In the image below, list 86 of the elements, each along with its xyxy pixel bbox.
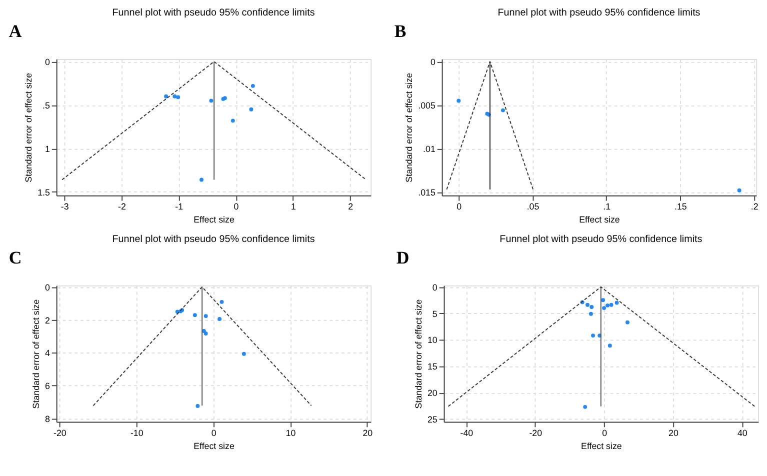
point bbox=[176, 95, 180, 100]
text: C bbox=[8, 248, 22, 268]
point bbox=[591, 334, 595, 338]
x-tick-label: -3 bbox=[60, 202, 69, 212]
point bbox=[590, 305, 594, 309]
y-axis-title: Standard error of effect size bbox=[31, 299, 42, 409]
point bbox=[737, 188, 742, 192]
y-tick-label: 25 bbox=[427, 414, 438, 425]
point bbox=[196, 404, 200, 408]
y-tick-label: 20 bbox=[427, 388, 438, 398]
x-tick-label: 0 bbox=[211, 428, 216, 438]
x-tick-label: -20 bbox=[53, 428, 66, 438]
x-tick-label: -10 bbox=[130, 428, 144, 438]
point bbox=[220, 300, 224, 304]
x-axis-title: Effect size bbox=[581, 440, 622, 451]
y-tick-label: 1 bbox=[44, 144, 50, 154]
x-tick-label: 40 bbox=[737, 428, 748, 438]
point bbox=[602, 306, 606, 310]
point bbox=[626, 320, 630, 324]
text: B bbox=[394, 21, 406, 42]
x-tick-label: -1 bbox=[175, 202, 184, 212]
y-tick-label: 8 bbox=[44, 414, 50, 424]
x-tick-label: 0 bbox=[234, 202, 239, 212]
y-tick-label: 0 bbox=[44, 282, 50, 292]
text: D bbox=[396, 248, 410, 268]
point bbox=[588, 312, 593, 316]
x-tick-label: 20 bbox=[668, 428, 678, 438]
x-tick-label: -2 bbox=[118, 202, 126, 212]
y-tick-label: 5 bbox=[432, 308, 438, 319]
y-axis-title: Standard error of effect size bbox=[404, 72, 414, 182]
x-axis-title: Effect size bbox=[579, 214, 620, 225]
x-tick-label: .15 bbox=[674, 202, 687, 212]
point bbox=[609, 302, 614, 307]
point bbox=[601, 298, 605, 302]
point bbox=[500, 108, 505, 112]
y-tick-label: 6 bbox=[44, 381, 50, 392]
x-tick-label: .05 bbox=[526, 202, 540, 212]
point bbox=[172, 94, 177, 98]
point bbox=[242, 352, 246, 356]
x-tick-label: .2 bbox=[750, 202, 758, 212]
point bbox=[200, 178, 204, 182]
y-tick-label: 10 bbox=[427, 335, 438, 346]
point bbox=[209, 98, 214, 103]
x-tick-label: 0 bbox=[456, 202, 462, 212]
chart-title: Funnel plot with pseudo 95% confidence limits bbox=[500, 234, 702, 245]
x-axis-title: Effect size bbox=[194, 214, 234, 225]
x-tick-label: 1 bbox=[290, 202, 296, 212]
point bbox=[614, 300, 619, 305]
point bbox=[164, 94, 168, 98]
y-tick-label: .5 bbox=[42, 100, 50, 110]
x-axis-title: Effect size bbox=[194, 440, 234, 451]
point bbox=[250, 84, 255, 88]
point bbox=[249, 107, 254, 112]
point bbox=[586, 302, 590, 307]
point bbox=[192, 313, 197, 318]
chart-title: Funnel plot with pseudo 95% confidence limits bbox=[112, 7, 315, 18]
x-tick-label: 20 bbox=[362, 428, 373, 438]
y-tick-label: .015 bbox=[418, 188, 436, 198]
point bbox=[456, 98, 461, 103]
x-tick-label: -20 bbox=[529, 428, 542, 438]
y-tick-label: .005 bbox=[418, 100, 436, 111]
x-tick-label: -40 bbox=[460, 428, 474, 438]
text: A bbox=[8, 21, 22, 42]
x-tick-label: 2 bbox=[348, 202, 354, 212]
y-tick-label: 15 bbox=[427, 362, 438, 372]
x-tick-label: 10 bbox=[286, 428, 296, 438]
point bbox=[230, 118, 235, 123]
point bbox=[608, 344, 612, 348]
y-axis-title: Standard error of effect size bbox=[414, 299, 424, 409]
chart-title: Funnel plot with pseudo 95% confidence limits bbox=[498, 7, 700, 18]
y-tick-label: 0 bbox=[432, 282, 438, 292]
point bbox=[606, 303, 610, 308]
point bbox=[204, 314, 208, 318]
y-axis-title: Standard error of effect size bbox=[24, 72, 34, 182]
y-tick-label: 0 bbox=[430, 57, 436, 68]
y-tick-label: 4 bbox=[44, 348, 50, 358]
y-tick-label: 0 bbox=[44, 57, 50, 68]
x-tick-label: 0 bbox=[602, 428, 608, 438]
y-tick-label: 1.5 bbox=[38, 187, 50, 198]
point bbox=[218, 317, 222, 321]
point bbox=[204, 332, 208, 336]
point bbox=[583, 404, 588, 409]
x-tick-label: .1 bbox=[603, 202, 611, 212]
chart-title: Funnel plot with pseudo 95% confidence limits bbox=[112, 234, 315, 245]
y-tick-label: 2 bbox=[44, 315, 50, 326]
y-tick-label: .01 bbox=[423, 144, 436, 154]
